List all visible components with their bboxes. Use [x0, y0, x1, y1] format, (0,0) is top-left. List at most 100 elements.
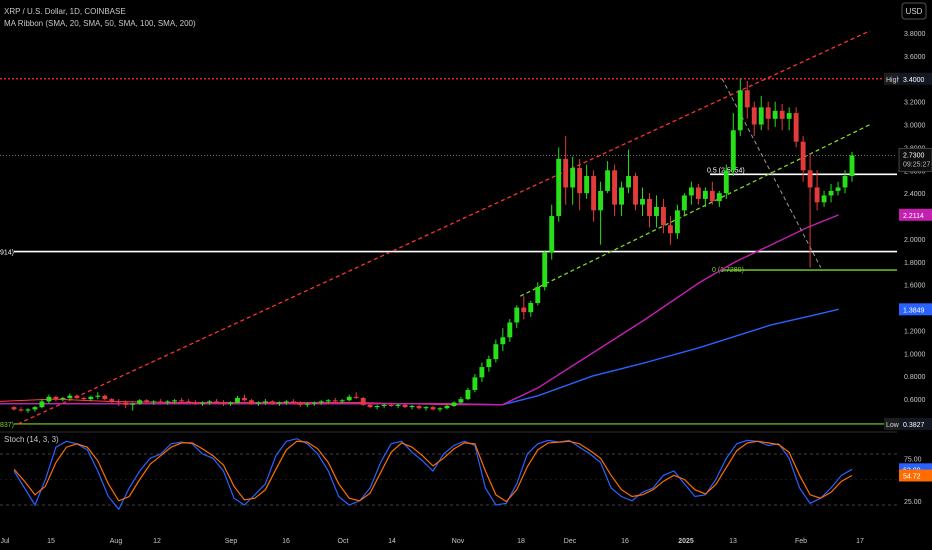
candle [32, 405, 38, 412]
candle [849, 151, 855, 182]
candle-body [304, 403, 310, 405]
candle [528, 300, 534, 317]
candle [430, 405, 436, 411]
y-tick-label: 1.8000 [904, 260, 926, 267]
y-tick-label: 3.2000 [904, 100, 926, 107]
candle [772, 101, 778, 127]
grid [0, 431, 932, 433]
candle-body [716, 193, 722, 202]
candle [200, 401, 205, 406]
price-axis: 3.80003.60003.40003.20003.00002.80002.60… [884, 0, 932, 550]
candle [814, 170, 820, 211]
candle [765, 101, 771, 131]
candle [507, 319, 513, 342]
high-value: 3.4000 [903, 77, 925, 84]
candle-body [374, 405, 380, 408]
candle [102, 394, 108, 401]
time-axis: Jul 15 Aug 12 Sep 16 Oct 14 Nov 18 Dec 16 2025 13 Feb 1… [0, 532, 932, 550]
candle [486, 355, 492, 372]
candle-body [60, 397, 66, 400]
candle-body [81, 397, 87, 400]
x-tick-label: 14 [388, 538, 396, 545]
candle [793, 107, 799, 148]
candle [674, 204, 680, 239]
candle-body [276, 402, 282, 404]
candle-body [535, 286, 541, 304]
candle-body [67, 395, 73, 398]
candle-body [151, 401, 157, 403]
candle-body [25, 409, 31, 411]
candle [640, 187, 645, 217]
candle [542, 250, 548, 291]
x-tick-label: Dec [564, 538, 577, 545]
candle-body [11, 407, 17, 410]
candle-body [493, 344, 499, 360]
candle-body [130, 403, 136, 405]
low-value: 0.3827 [903, 422, 925, 429]
candle-body [549, 216, 555, 253]
candle-body [18, 409, 24, 411]
candle [402, 403, 408, 409]
candle-body [737, 90, 743, 131]
candle-body [367, 404, 373, 408]
candle [123, 400, 129, 409]
low-value-bg [899, 417, 932, 430]
candle [688, 181, 694, 205]
candle-body [758, 107, 764, 125]
ma-magenta-value: 2.2114 [903, 213, 924, 220]
candle-body [46, 396, 52, 402]
axis-background [897, 0, 932, 550]
candle-body [521, 307, 527, 313]
candle [39, 399, 45, 409]
candle [598, 181, 604, 245]
candle-body [849, 155, 855, 177]
candle-body [730, 130, 736, 171]
candle-body [772, 110, 778, 119]
stoch-legend: Stoch (14, 3, 3) [4, 435, 59, 444]
candle-body [290, 401, 296, 403]
x-tick-label: 13 [729, 538, 737, 545]
currency-box [901, 2, 927, 20]
candle [248, 399, 254, 405]
candle-body [702, 190, 708, 199]
candle [228, 401, 233, 406]
candle [842, 170, 848, 194]
candle [612, 164, 618, 217]
candle [681, 193, 687, 217]
candle-body [74, 395, 80, 398]
candle [242, 394, 247, 402]
candle-body [248, 400, 254, 404]
candle [186, 399, 192, 404]
candle-body [807, 170, 813, 188]
candle [695, 184, 701, 205]
candle [779, 103, 785, 131]
candle-body [255, 402, 261, 404]
candle [702, 187, 708, 207]
candle [11, 405, 17, 411]
x-tick-label: 12 [153, 538, 161, 545]
candle [116, 399, 122, 406]
candle-body [332, 400, 338, 402]
candle [577, 158, 583, 211]
candle [423, 405, 429, 411]
x-tick-label: 17 [856, 538, 864, 545]
candlesticks [11, 78, 855, 413]
trendline-red [17, 30, 871, 425]
x-tick-label: Feb [795, 538, 807, 545]
candle-body [228, 402, 233, 404]
candle-body [556, 158, 562, 217]
candle [207, 400, 212, 405]
candle [584, 164, 590, 199]
candle-body [786, 113, 792, 119]
candle-body [612, 170, 618, 205]
candle [18, 407, 24, 412]
current-price-countdown: 09:25:27 [903, 161, 930, 168]
candle [465, 387, 471, 401]
current-price-bg [898, 147, 932, 172]
candle-body [688, 187, 694, 196]
candle [214, 399, 219, 404]
high-tag-bg [884, 72, 901, 85]
x-tick-label: 18 [517, 538, 525, 545]
candle [262, 399, 268, 405]
